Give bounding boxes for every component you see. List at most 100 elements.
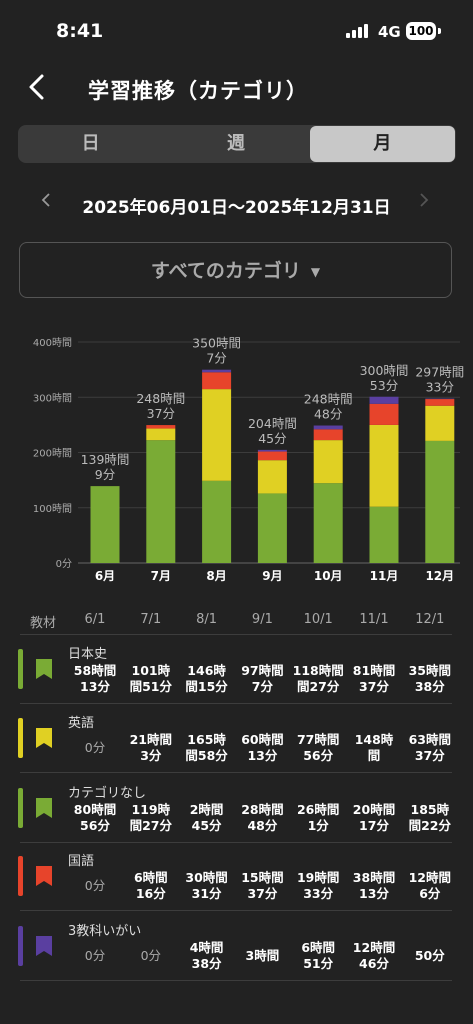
time-cell: 0分 — [84, 878, 106, 893]
bar-segment — [202, 480, 232, 563]
time-cell: 28時間 48分 — [241, 802, 284, 833]
bar-segment — [369, 424, 399, 507]
period-tabs: 日 週 月 — [18, 125, 456, 163]
x-tick-label: 6月 — [95, 569, 115, 583]
bar-segment — [257, 493, 287, 563]
bookmark-icon — [35, 936, 53, 956]
category-name: 日本史 — [68, 647, 108, 662]
column-header: 9/1 — [251, 612, 273, 627]
bar-segment — [146, 428, 176, 441]
tab-month[interactable]: 月 — [309, 126, 455, 162]
page-title: 学習推移（カテゴリ） — [88, 79, 308, 103]
time-cell: 101時 間51分 — [129, 663, 172, 694]
row-divider — [20, 842, 452, 843]
tab-week[interactable]: 週 — [226, 133, 245, 154]
time-cell: 148時間 — [354, 732, 394, 763]
x-tick-label: 7月 — [151, 569, 171, 583]
total-label: 9分 — [95, 467, 115, 482]
bar-segment — [313, 440, 343, 484]
battery-tip — [438, 28, 441, 34]
battery-icon: 100 — [406, 22, 436, 40]
total-label: 204時間 — [248, 416, 297, 431]
time-cell: 50分 — [414, 948, 445, 963]
bar-segment — [146, 425, 176, 429]
tab-day[interactable]: 日 — [81, 133, 100, 154]
time-cell: 38時間 13分 — [352, 870, 396, 901]
bar-segment — [257, 449, 287, 452]
total-label: 7分 — [206, 351, 226, 366]
time-cell: 3時間 — [245, 948, 280, 963]
chevron-left-icon — [41, 193, 50, 207]
x-tick-label: 9月 — [262, 569, 282, 583]
category-name: 国語 — [68, 854, 95, 869]
bar-segment — [425, 399, 455, 406]
bar-segment — [90, 486, 120, 563]
category-dropdown[interactable]: すべてのカテゴリ ▼ — [19, 242, 452, 298]
bar-segment — [202, 389, 232, 481]
time-cell: 97時間 7分 — [241, 663, 284, 694]
bookmark-icon — [35, 728, 53, 748]
category-name: 3教科いがい — [68, 924, 142, 939]
x-tick-label: 8月 — [206, 569, 226, 583]
row-divider — [20, 772, 452, 773]
y-tick-label: 0分 — [56, 558, 72, 570]
network-type: 4G — [378, 23, 401, 41]
x-tick-label: 10月 — [314, 569, 343, 583]
total-label: 37分 — [147, 406, 175, 421]
row-divider — [20, 910, 452, 911]
total-label: 350時間 — [192, 336, 241, 351]
time-cell: 146時 間15分 — [185, 663, 228, 694]
time-cell: 118時間 間27分 — [292, 663, 344, 694]
column-header: 10/1 — [303, 612, 333, 627]
bar-segment — [313, 483, 343, 563]
chevron-right-icon — [420, 193, 429, 207]
time-cell: 0分 — [140, 948, 162, 963]
bar-segment — [369, 506, 399, 563]
bookmark-icon — [35, 659, 53, 679]
time-cell: 80時間 56分 — [73, 802, 117, 833]
category-color-bar — [18, 788, 23, 828]
y-tick-label: 200時間 — [33, 448, 72, 460]
time-cell: 63時間 37分 — [408, 732, 451, 763]
bar-segment — [202, 372, 232, 390]
category-dropdown-label: すべてのカテゴリ — [150, 260, 301, 282]
category-color-bar — [18, 926, 23, 966]
chevron-left-icon — [29, 74, 44, 100]
bookmark-icon — [35, 866, 53, 886]
time-cell: 0分 — [84, 948, 106, 963]
study-chart: 0分100時間200時間300時間400時間139時間9分6月248時間37分7… — [33, 336, 464, 583]
bar-segment — [202, 369, 232, 373]
time-cell: 119時 間27分 — [129, 802, 172, 833]
time-cell: 21時間 3分 — [129, 732, 172, 763]
column-header: 7/1 — [140, 612, 162, 627]
signal-icon — [346, 24, 372, 38]
next-range-button[interactable] — [418, 190, 430, 215]
caret-down-icon: ▼ — [310, 264, 321, 279]
total-label: 48分 — [314, 407, 342, 422]
category-color-bar — [18, 856, 23, 896]
bar-segment — [313, 425, 343, 430]
date-range: 2025年06月01日〜2025年12月31日 — [82, 198, 391, 218]
time-cell: 58時間 13分 — [73, 663, 117, 694]
back-button[interactable] — [24, 72, 54, 102]
bar-segment — [369, 396, 399, 404]
bar-segment — [257, 451, 287, 461]
bar-segment — [369, 403, 399, 425]
table-header-label: 教材 — [30, 616, 57, 631]
time-cell: 20時間 17分 — [352, 802, 396, 833]
time-cell: 6時間 16分 — [133, 870, 168, 901]
category-color-bar — [18, 718, 23, 758]
bar-segment — [146, 440, 176, 563]
total-label: 248時間 — [136, 391, 185, 406]
time-cell: 77時間 56分 — [296, 732, 340, 763]
time-cell: 12時間 6分 — [408, 870, 451, 901]
column-header: 11/1 — [359, 612, 389, 627]
bookmark-icon — [35, 798, 53, 818]
prev-range-button[interactable] — [40, 190, 52, 215]
bar-segment — [425, 440, 455, 563]
time-cell: 15時間 37分 — [241, 870, 284, 901]
time-cell: 6時間 51分 — [301, 940, 336, 971]
row-divider — [20, 980, 452, 981]
column-header: 12/1 — [415, 612, 445, 627]
time-cell: 4時間 38分 — [189, 940, 224, 971]
